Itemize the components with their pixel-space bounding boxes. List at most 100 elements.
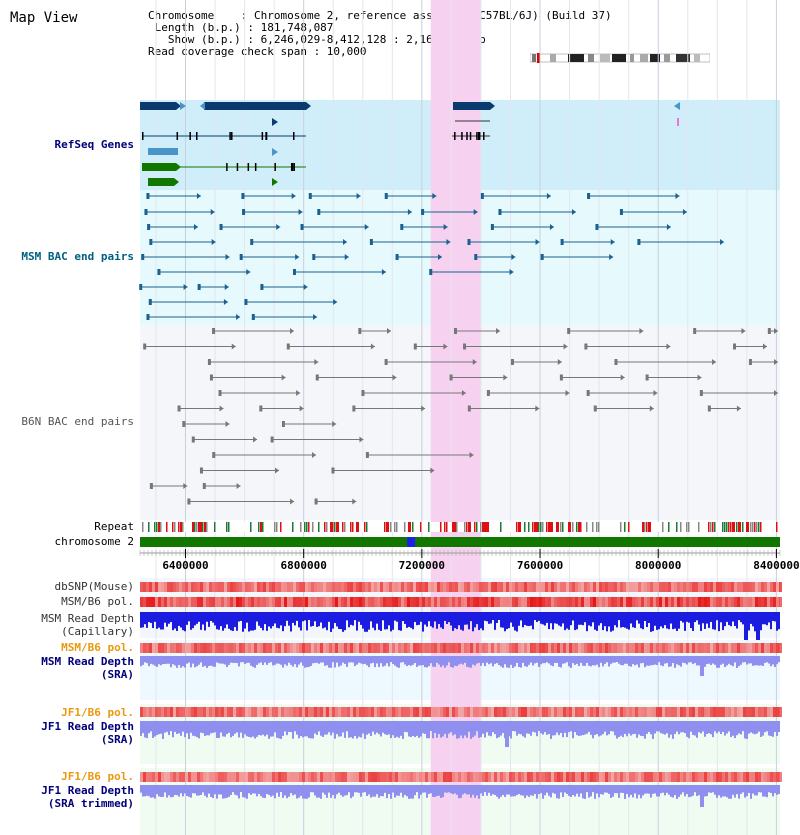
bac-end-left [239, 254, 243, 260]
polymorphism-cell [563, 597, 566, 607]
polymorphism-cell [479, 772, 482, 782]
read-depth-bar [700, 620, 702, 631]
read-depth-bar [506, 620, 508, 630]
read-depth-bar [186, 731, 188, 734]
repeat-mark [344, 522, 346, 532]
polymorphism-cell [632, 772, 635, 782]
read-depth-bar [182, 792, 184, 797]
polymorphism-cell [662, 597, 665, 607]
read-depth-bar [524, 731, 526, 738]
read-depth-bar [636, 792, 638, 799]
read-depth-bar [350, 731, 352, 738]
read-depth-bar [168, 620, 170, 624]
polymorphism-cell [725, 597, 728, 607]
bac-end-right [392, 374, 397, 381]
polymorphism-cell [344, 597, 347, 607]
polymorphism-cell [332, 643, 335, 653]
polymorphism-cell [218, 643, 221, 653]
polymorphism-cell [617, 707, 620, 717]
read-depth-bar [528, 662, 530, 665]
polymorphism-cell [173, 582, 176, 592]
bac-end-right [666, 224, 671, 230]
axis-tick-label: 6800000 [280, 559, 326, 572]
polymorphism-cell [572, 643, 575, 653]
polymorphism-cell [425, 582, 428, 592]
bac-end-right [183, 284, 188, 290]
read-depth-bar [638, 792, 640, 795]
read-depth-bar [484, 662, 486, 667]
read-depth-bar [468, 792, 470, 795]
read-depth-bar [652, 792, 654, 794]
polymorphism-cell [254, 643, 257, 653]
repeat-mark [642, 522, 645, 532]
repeat-mark [524, 522, 526, 532]
polymorphism-cell [677, 597, 680, 607]
read-depth-bar [190, 620, 192, 630]
chromosome-ideogram-icon[interactable] [530, 53, 710, 63]
bac-end-left [595, 224, 599, 230]
bac-end-left [149, 483, 153, 489]
polymorphism-cell [290, 643, 293, 653]
polymorphism-cell [518, 597, 521, 607]
bac-end-left [421, 209, 425, 215]
read-depth-bar [452, 620, 454, 631]
read-depth-bar [408, 792, 410, 799]
read-depth-bar [572, 792, 574, 796]
read-depth-bar [738, 662, 740, 667]
read-depth-bar [334, 662, 336, 668]
read-depth-bar [146, 792, 148, 796]
repeat-mark [730, 522, 732, 532]
read-depth-bar [762, 662, 764, 666]
read-depth-bar [328, 792, 330, 793]
read-depth-bar [250, 620, 252, 631]
polymorphism-cell [629, 643, 632, 653]
read-depth-bar [208, 731, 210, 736]
polymorphism-cell [626, 597, 629, 607]
polymorphism-cell [299, 582, 302, 592]
read-depth-bar [458, 620, 460, 626]
bac-end-right [295, 254, 300, 260]
read-depth-bar [438, 731, 440, 735]
read-depth-bar [590, 620, 592, 627]
polymorphism-cell [416, 597, 419, 607]
polymorphism-cell [341, 597, 344, 607]
polymorphism-cell [242, 772, 245, 782]
read-depth-bar [418, 792, 420, 799]
read-depth-bar [232, 731, 234, 736]
read-depth-bar [654, 620, 656, 626]
polymorphism-cell [443, 582, 446, 592]
polymorphism-cell [407, 772, 410, 782]
read-depth-bar [252, 662, 254, 667]
read-depth-bar [576, 731, 578, 736]
read-depth-bar [282, 620, 284, 632]
read-depth-bar [278, 662, 280, 664]
read-depth-bar [370, 731, 372, 737]
read-depth-bar [548, 792, 550, 796]
polymorphism-cell [272, 597, 275, 607]
read-depth-bar [372, 731, 374, 732]
highlight-region [430, 0, 481, 835]
polymorphism-cell [743, 597, 746, 607]
read-depth-bar [726, 620, 728, 622]
polymorphism-cell [143, 772, 146, 782]
read-depth-bar [194, 620, 196, 626]
read-depth-bar [260, 731, 262, 736]
read-depth-bar [540, 792, 542, 794]
read-depth-bar [508, 662, 510, 668]
read-depth-bar [342, 731, 344, 733]
polymorphism-cell [470, 772, 473, 782]
bac-end-right [620, 374, 625, 381]
polymorphism-cell [323, 707, 326, 717]
polymorphism-cell [575, 643, 578, 653]
read-depth-bar [758, 731, 760, 732]
read-depth-spike [700, 656, 704, 676]
read-depth-bar [336, 731, 338, 735]
read-depth-bar [618, 792, 620, 798]
polymorphism-cell [464, 643, 467, 653]
read-depth-bar [726, 731, 728, 734]
polymorphism-cell [695, 707, 698, 717]
bac-end-left [767, 328, 771, 334]
polymorphism-cell [254, 772, 257, 782]
read-depth-bar [166, 792, 168, 798]
polymorphism-cell [434, 597, 437, 607]
